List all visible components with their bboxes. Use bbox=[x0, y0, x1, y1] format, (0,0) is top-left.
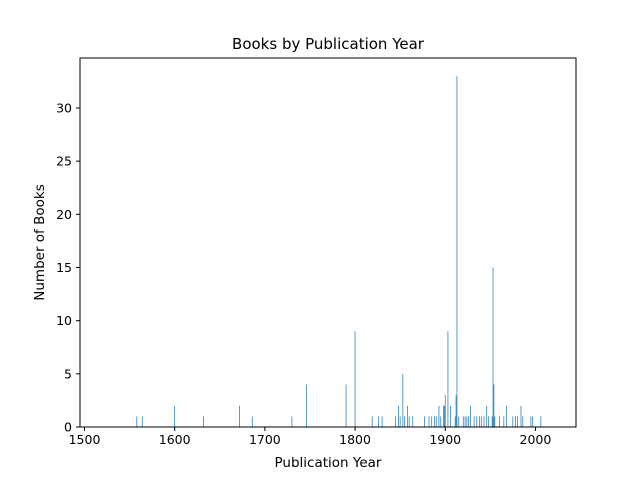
bar-1965 bbox=[503, 416, 505, 427]
bar-1877 bbox=[424, 416, 425, 427]
bar-1952 bbox=[491, 416, 493, 427]
y-tick-label: 20 bbox=[56, 207, 72, 222]
x-tick-label: 1500 bbox=[69, 432, 101, 447]
bar-1564 bbox=[141, 416, 143, 427]
bar-1926 bbox=[468, 416, 470, 427]
bar-1955 bbox=[494, 416, 496, 427]
bar-1954 bbox=[493, 384, 495, 427]
bar-1800 bbox=[354, 331, 356, 427]
bar-1960 bbox=[498, 416, 500, 427]
y-tick-label: 10 bbox=[56, 313, 72, 328]
bar-1995 bbox=[530, 416, 532, 427]
y-tick-label: 15 bbox=[56, 260, 72, 275]
bar-1845 bbox=[395, 416, 396, 427]
bar-1899 bbox=[443, 405, 445, 427]
bar-1943 bbox=[483, 416, 485, 427]
bar-1898 bbox=[443, 405, 444, 427]
bar-1558 bbox=[136, 416, 138, 427]
bar-1906 bbox=[450, 405, 452, 427]
bar-1853 bbox=[402, 373, 404, 427]
bar-1888 bbox=[434, 416, 435, 427]
bar-1946 bbox=[486, 405, 488, 427]
y-tick-label: 25 bbox=[56, 154, 72, 169]
bar-1978 bbox=[515, 416, 516, 427]
bar-1968 bbox=[506, 405, 507, 427]
bar-1885 bbox=[431, 416, 433, 427]
bar-1948 bbox=[488, 416, 489, 427]
bar-1864 bbox=[412, 416, 414, 427]
bar-1895 bbox=[440, 416, 442, 427]
bar-1893 bbox=[438, 405, 440, 427]
x-tick-label: 1800 bbox=[339, 432, 371, 447]
bar-1980 bbox=[517, 416, 518, 427]
bar-1938 bbox=[479, 416, 480, 427]
bar-1997 bbox=[532, 416, 534, 427]
x-tick-label: 1700 bbox=[249, 432, 281, 447]
bar-1920 bbox=[462, 416, 464, 427]
bar-1922 bbox=[464, 416, 466, 427]
bar-1913 bbox=[456, 76, 458, 427]
bar-1932 bbox=[473, 416, 475, 427]
bar-1882 bbox=[428, 416, 430, 427]
bar-1600 bbox=[174, 405, 176, 427]
bar-1858 bbox=[407, 405, 408, 427]
bar-1848 bbox=[397, 405, 399, 427]
bar-1746 bbox=[306, 384, 307, 427]
bar-2006 bbox=[540, 416, 542, 427]
bar-1986 bbox=[522, 416, 524, 427]
bar-1953 bbox=[492, 267, 494, 427]
bar-1860 bbox=[408, 416, 410, 427]
bar-1632 bbox=[203, 416, 204, 427]
plot-frame bbox=[79, 57, 577, 428]
bar-1850 bbox=[399, 416, 401, 427]
bar-1928 bbox=[470, 405, 471, 427]
bar-1672 bbox=[239, 405, 240, 427]
x-tick-label: 2000 bbox=[520, 432, 552, 447]
bar-1924 bbox=[466, 416, 468, 427]
y-axis-label: Number of Books bbox=[32, 184, 48, 300]
y-tick-label: 30 bbox=[56, 100, 72, 115]
bar-1903 bbox=[447, 331, 449, 427]
bar-1975 bbox=[512, 416, 514, 427]
bar-1790 bbox=[345, 384, 347, 427]
bar-1830 bbox=[381, 416, 383, 427]
bar-1855 bbox=[404, 416, 406, 427]
bars-group bbox=[136, 76, 542, 427]
x-axis: 1500 1600 1700 1800 1900 2000 bbox=[69, 427, 552, 447]
bar-1940 bbox=[480, 416, 482, 427]
bar-1935 bbox=[476, 416, 478, 427]
y-axis: 0 5 10 15 20 25 30 bbox=[56, 100, 80, 435]
bar-1911 bbox=[454, 416, 456, 427]
bar-1730 bbox=[291, 416, 293, 427]
x-tick-label: 1600 bbox=[159, 432, 191, 447]
bar-1819 bbox=[371, 416, 373, 427]
bar-1912 bbox=[455, 395, 457, 427]
bar-1890 bbox=[435, 416, 437, 427]
bar-1915 bbox=[458, 416, 460, 427]
x-tick-label: 1900 bbox=[429, 432, 461, 447]
y-tick-label: 5 bbox=[64, 366, 72, 381]
bar-1984 bbox=[520, 405, 522, 427]
chart-title: Books by Publication Year bbox=[232, 35, 425, 53]
x-axis-label: Publication Year bbox=[275, 455, 382, 471]
y-tick-label: 0 bbox=[64, 420, 72, 435]
bar-1686 bbox=[251, 416, 253, 427]
bar-1900 bbox=[444, 395, 446, 427]
bar-1826 bbox=[378, 416, 379, 427]
